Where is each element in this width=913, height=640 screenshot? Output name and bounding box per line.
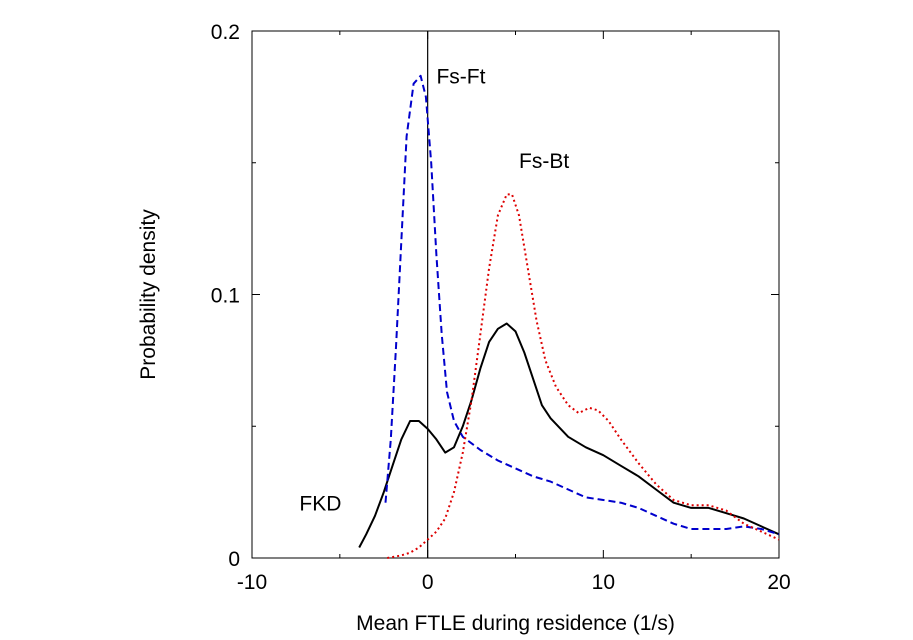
annotation-fkd: FKD [299, 493, 341, 516]
y-tick-label: 0.1 [211, 285, 240, 308]
axes-frame [251, 30, 780, 559]
y-tick-label: 0 [228, 548, 240, 571]
x-tick-label: 20 [767, 571, 790, 594]
annotation-fs-ft: Fs-Ft [436, 66, 485, 89]
x-tick-label: 10 [592, 571, 615, 594]
series-line-fkd [358, 322, 780, 548]
ticks [251, 30, 780, 559]
series-line-fs-ft [384, 74, 780, 536]
x-tick-label: -10 [237, 571, 267, 594]
y-axis-title: Probability density [137, 209, 160, 380]
series-group [358, 74, 780, 559]
y-tick-label: 0.2 [211, 21, 240, 44]
annotations: Fs-Ft Fs-Bt FKD [299, 66, 569, 516]
x-tick-label: 0 [422, 571, 434, 594]
plot-frame [251, 30, 780, 559]
annotation-fs-bt: Fs-Bt [519, 150, 569, 173]
x-axis-title: Mean FTLE during residence (1/s) [356, 612, 675, 635]
